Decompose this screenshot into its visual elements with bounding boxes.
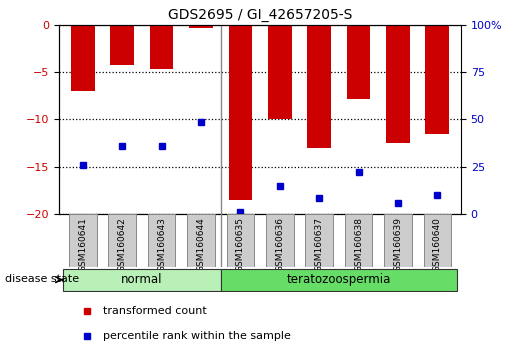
Bar [268, 25, 291, 120]
Text: GSM160639: GSM160639 [393, 217, 402, 272]
Text: GSM160641: GSM160641 [78, 217, 88, 272]
Text: GSM160638: GSM160638 [354, 217, 363, 272]
Bar [110, 25, 134, 64]
Title: GDS2695 / GI_42657205-S: GDS2695 / GI_42657205-S [168, 8, 352, 22]
Text: disease state: disease state [5, 274, 79, 284]
Bar [187, 214, 215, 267]
Text: normal: normal [121, 273, 163, 286]
Text: GSM160642: GSM160642 [118, 217, 127, 272]
Bar [347, 25, 370, 99]
Text: percentile rank within the sample: percentile rank within the sample [104, 331, 291, 341]
Bar [384, 214, 411, 267]
Bar [307, 25, 331, 148]
Text: GSM160636: GSM160636 [275, 217, 284, 272]
Text: GSM160644: GSM160644 [197, 217, 205, 272]
Bar [266, 214, 294, 267]
Bar [109, 214, 136, 267]
Text: GSM160637: GSM160637 [315, 217, 323, 272]
Bar [189, 25, 213, 28]
Bar [221, 268, 457, 291]
Bar [148, 214, 176, 267]
Bar [229, 25, 252, 200]
Text: transformed count: transformed count [104, 306, 207, 316]
Text: GSM160640: GSM160640 [433, 217, 442, 272]
Bar [386, 25, 410, 143]
Bar [425, 25, 449, 134]
Text: teratozoospermia: teratozoospermia [287, 273, 391, 286]
Text: GSM160635: GSM160635 [236, 217, 245, 272]
Bar [63, 268, 221, 291]
Bar [227, 214, 254, 267]
Text: GSM160643: GSM160643 [157, 217, 166, 272]
Bar [69, 214, 97, 267]
Bar [345, 214, 372, 267]
Bar [150, 25, 174, 69]
Bar [423, 214, 451, 267]
Bar [305, 214, 333, 267]
Bar [71, 25, 95, 91]
